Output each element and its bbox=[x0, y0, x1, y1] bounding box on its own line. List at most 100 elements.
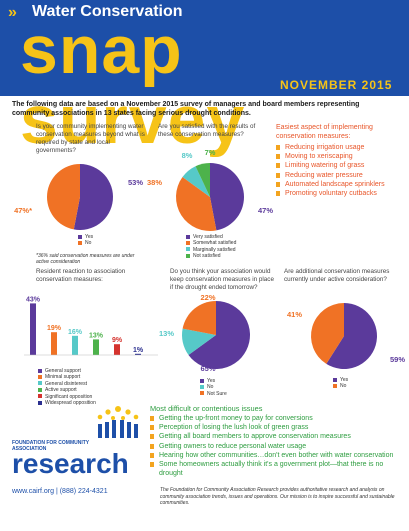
legend-swatch bbox=[38, 368, 42, 373]
pie-label: 41% bbox=[287, 310, 302, 319]
bullet-icon bbox=[276, 163, 280, 169]
legend-label: Yes bbox=[207, 378, 216, 384]
legend-label: Widespread opposition bbox=[45, 400, 96, 407]
legend-label: Minimal support bbox=[45, 374, 81, 381]
list-item: Reducing irrigation usage bbox=[276, 143, 406, 152]
footer-text: The Foundation for Community Association… bbox=[160, 487, 395, 506]
logo-wordmark: research bbox=[12, 448, 129, 479]
q5-pie-chart: 65% 13% 22% bbox=[159, 293, 250, 372]
list-item-text: Moving to xeriscaping bbox=[285, 153, 353, 161]
crown-logo-icon bbox=[97, 406, 139, 438]
pie-label: 59% bbox=[390, 355, 405, 364]
q2-pie-chart: 47% 38% 8% 7% bbox=[147, 148, 273, 231]
q1-question: Is your community implementing water con… bbox=[36, 123, 145, 154]
q1-footnote: *36% said conservation measures are unde… bbox=[36, 253, 135, 266]
legend-item: Yes bbox=[78, 234, 93, 240]
list-item: Getting all board members to approve con… bbox=[150, 432, 400, 441]
bar-label: 9% bbox=[112, 337, 123, 344]
easiest-title: Easiest aspect of implementing conservat… bbox=[276, 124, 373, 140]
legend-swatch bbox=[78, 241, 82, 246]
logo-caption: FOUNDATION FOR COMMUNITY ASSOCIATION bbox=[12, 440, 90, 452]
bar bbox=[51, 332, 57, 355]
legend-swatch bbox=[186, 241, 190, 246]
list-item: Perception of losing the lush look of gr… bbox=[150, 423, 400, 432]
contact-line: www.cairf.org | (888) 224-4321 bbox=[12, 488, 108, 495]
pie-label: 47%* bbox=[14, 206, 32, 215]
pie-slice bbox=[182, 166, 210, 197]
pie-label: 38% bbox=[147, 178, 162, 187]
legend-label: General support bbox=[45, 368, 81, 374]
legend-swatch bbox=[78, 234, 82, 239]
bullet-icon bbox=[276, 191, 280, 197]
bar-label: 13% bbox=[89, 332, 104, 339]
pie-label: 47% bbox=[258, 206, 273, 215]
difficult-list: Getting the up-front money to pay for co… bbox=[150, 414, 400, 478]
legend-item: Yes bbox=[200, 378, 227, 384]
list-item-text: Getting all board members to approve con… bbox=[159, 433, 351, 441]
pie-slice bbox=[46, 164, 80, 230]
list-item-text: Getting owners to reduce personal water … bbox=[159, 442, 307, 450]
list-item: Reducing water pressure bbox=[276, 171, 406, 180]
legend-item: Active support bbox=[38, 387, 96, 393]
legend-label: Yes bbox=[85, 234, 94, 240]
bar bbox=[114, 344, 120, 355]
legend-swatch bbox=[38, 375, 42, 380]
legend-label: Somewhat satisfied bbox=[193, 240, 237, 247]
q6-pie-chart: 59% 41% bbox=[287, 303, 405, 369]
chevron-icon: » bbox=[8, 4, 17, 21]
bar-label: 16% bbox=[68, 329, 83, 336]
list-item-text: Hearing how other communities…don't even… bbox=[159, 451, 394, 459]
list-item-text: Automated landscape sprinklers bbox=[285, 180, 385, 188]
legend-label: No bbox=[340, 383, 347, 390]
pie-slice bbox=[182, 328, 216, 355]
q5-question: Do you think your association would keep… bbox=[170, 268, 274, 291]
legend-swatch bbox=[38, 387, 42, 392]
pie-slice bbox=[326, 303, 377, 369]
legend-label: General disinterest bbox=[45, 380, 87, 387]
bullet-icon bbox=[150, 434, 154, 440]
legend-item: Widespread opposition bbox=[38, 400, 96, 406]
pie-label: 22% bbox=[200, 293, 215, 302]
legend-item: Significant opposition bbox=[38, 394, 96, 400]
list-item: Some homeowners actually think it's a go… bbox=[150, 460, 400, 478]
legend-item: Minimal support bbox=[38, 374, 96, 380]
legend-swatch bbox=[333, 384, 337, 389]
q1-pie-chart: 53% 47%* bbox=[14, 164, 143, 230]
legend-swatch bbox=[38, 394, 42, 399]
legend-label: Very satisfied bbox=[193, 234, 223, 240]
list-item: Moving to xeriscaping bbox=[276, 152, 406, 161]
bullet-icon bbox=[150, 462, 154, 468]
list-item: Promoting voluntary cutbacks bbox=[276, 189, 406, 198]
legend-label: Not satisfied bbox=[193, 253, 221, 260]
pie-label: 65% bbox=[200, 364, 215, 372]
list-item-text: Reducing irrigation usage bbox=[285, 144, 365, 151]
easiest-list: Reducing irrigation usage Moving to xeri… bbox=[276, 143, 406, 198]
bullet-icon bbox=[276, 154, 280, 160]
legend-item: Marginally satisfied bbox=[186, 247, 236, 253]
header-banner: » Water Conservation snap survey NOVEMBE… bbox=[0, 0, 409, 155]
legend-item: Somewhat satisfied bbox=[186, 240, 236, 246]
list-item-text: Reducing water pressure bbox=[285, 171, 363, 179]
list-item-text: Perception of losing the lush look of gr… bbox=[159, 424, 309, 432]
legend-item: Very satisfied bbox=[186, 234, 236, 240]
bullet-icon bbox=[276, 145, 280, 150]
legend-label: Not Sure bbox=[207, 390, 227, 397]
legend-swatch bbox=[186, 253, 190, 258]
legend-label: No bbox=[85, 240, 92, 247]
pie-label: 13% bbox=[159, 329, 174, 338]
q1-legend: Yes No bbox=[78, 234, 93, 247]
legend-label: Active support bbox=[45, 387, 77, 394]
legend-item: Not satisfied bbox=[186, 253, 236, 259]
list-item: Getting owners to reduce personal water … bbox=[150, 442, 400, 451]
brand-title: Water Conservation bbox=[32, 3, 183, 20]
legend-swatch bbox=[200, 385, 204, 390]
legend-item: Not Sure bbox=[200, 391, 227, 397]
bullet-icon bbox=[150, 443, 154, 449]
intro-text: The following data are based on a Novemb… bbox=[12, 101, 360, 117]
list-item-text: Some homeowners actually think it's a go… bbox=[159, 461, 384, 478]
difficult-title: Most difficult or contentious issues bbox=[150, 404, 263, 413]
list-item-text: Getting the up-front money to pay for co… bbox=[159, 415, 313, 422]
legend-swatch bbox=[200, 378, 204, 383]
pie-label: 53% bbox=[128, 178, 143, 187]
legend-swatch bbox=[38, 400, 42, 405]
